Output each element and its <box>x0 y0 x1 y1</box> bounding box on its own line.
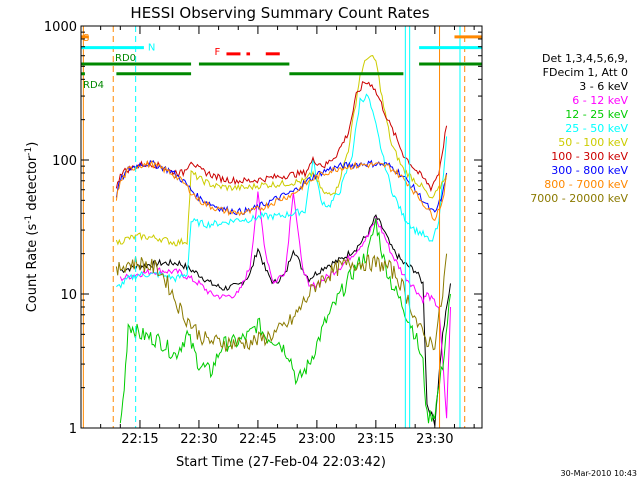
y-tick-label: 10 <box>60 288 77 303</box>
state-bar-label: N <box>148 43 155 54</box>
series-line-7 <box>115 159 448 221</box>
legend-entry: 100 - 300 keV <box>551 150 628 163</box>
series-line-4 <box>115 55 448 247</box>
legend-entry: 12 - 25 keV <box>565 108 628 121</box>
x-tick-label: 22:30 <box>180 432 217 447</box>
state-bar-label: S <box>83 33 89 44</box>
legend-header: FDecim 1, Att 0 <box>543 66 628 79</box>
series-line-1 <box>119 191 451 419</box>
y-axis-label-sup: -1 <box>24 215 34 224</box>
y-axis-label: Count Rate (s-1 detector-1) <box>24 142 40 313</box>
plot-area: S N F RD0 RD4 <box>80 25 483 429</box>
timestamp: 30-Mar-2010 10:43 <box>561 469 638 478</box>
x-axis: 22:15 22:30 22:45 23:00 23:15 23:30 <box>100 26 475 447</box>
x-tick-label: 22:15 <box>121 432 158 447</box>
series-line-6 <box>115 159 448 216</box>
series-layer <box>115 55 451 426</box>
x-axis-label: Start Time (27-Feb-04 22:03:42) <box>176 455 386 470</box>
state-bar-layer: S N F RD0 RD4 <box>81 33 482 91</box>
legend-entry: 7000 - 20000 keV <box>530 192 628 205</box>
y-axis: 1 10 100 1000 <box>44 20 482 437</box>
chart-title: HESSI Observing Summary Count Rates <box>130 4 429 22</box>
legend-entry: 50 - 100 keV <box>558 136 628 149</box>
plot-frame <box>80 25 483 429</box>
x-tick-label: 23:30 <box>416 432 453 447</box>
legend-entry: 6 - 12 keV <box>572 94 628 107</box>
x-tick-label: 22:45 <box>239 432 276 447</box>
y-tick-label: 1 <box>69 422 77 437</box>
legend-entry: 300 - 800 keV <box>551 164 628 177</box>
series-line-8 <box>115 253 448 353</box>
state-bar-label: F <box>214 47 220 58</box>
legend-entry: 800 - 7000 keV <box>544 178 628 191</box>
y-tick-label: 1000 <box>44 20 77 35</box>
legend-entry: 3 - 6 keV <box>579 80 628 93</box>
y-tick-label: 100 <box>52 154 77 169</box>
legend-entry: 25 - 50 keV <box>565 122 628 135</box>
x-tick-label: 23:00 <box>298 432 335 447</box>
x-tick-label: 23:15 <box>357 432 394 447</box>
state-bar-label: RD0 <box>115 53 136 64</box>
y-axis-label-sup2: -1 <box>24 147 34 156</box>
series-line-0 <box>120 214 451 426</box>
vertical-marker-layer <box>82 26 466 428</box>
y-axis-label-main: Count Rate (s <box>25 224 40 313</box>
legend: Det 1,3,4,5,6,9,FDecim 1, Att 03 - 6 keV… <box>530 52 628 205</box>
series-line-5 <box>115 81 448 193</box>
state-bar-label: RD4 <box>83 80 104 91</box>
series-line-2 <box>119 218 451 424</box>
y-axis-label-tail: detector <box>25 155 40 215</box>
legend-header: Det 1,3,4,5,6,9, <box>542 52 628 65</box>
series-line-3 <box>116 93 448 289</box>
y-axis-label-close: ) <box>25 142 40 147</box>
